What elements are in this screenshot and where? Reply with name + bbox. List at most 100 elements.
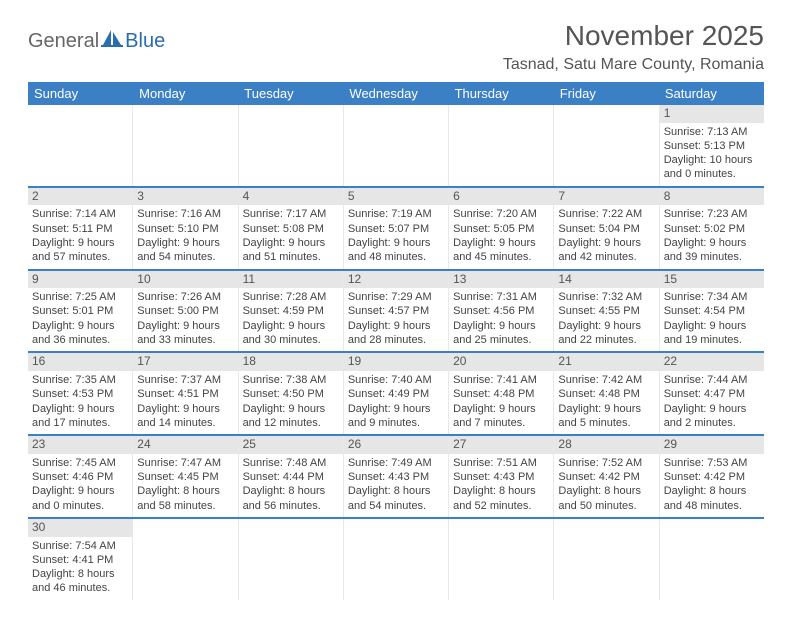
sunrise-text: Sunrise: 7:48 AM	[243, 456, 339, 470]
day-cell: 20Sunrise: 7:41 AMSunset: 4:48 PMDayligh…	[449, 353, 554, 434]
sunrise-text: Sunrise: 7:23 AM	[664, 207, 760, 221]
sunrise-text: Sunrise: 7:19 AM	[348, 207, 444, 221]
sunrise-text: Sunrise: 7:41 AM	[453, 373, 549, 387]
daylight-text: Daylight: 8 hours and 54 minutes.	[348, 484, 444, 513]
day-cell-empty	[133, 519, 238, 600]
day-cell: 28Sunrise: 7:52 AMSunset: 4:42 PMDayligh…	[554, 436, 659, 517]
day-number: 25	[239, 436, 343, 454]
day-number: 10	[133, 271, 237, 289]
week-row: 23Sunrise: 7:45 AMSunset: 4:46 PMDayligh…	[28, 436, 764, 519]
sunrise-text: Sunrise: 7:37 AM	[137, 373, 233, 387]
weekday-friday: Friday	[554, 82, 659, 105]
sunset-text: Sunset: 5:00 PM	[137, 304, 233, 318]
day-cell: 1 Sunrise: 7:13 AMSunset: 5:13 PMDaylight…	[660, 105, 764, 186]
daylight-text: Daylight: 9 hours and 17 minutes.	[32, 402, 128, 431]
sunrise-text: Sunrise: 7:14 AM	[32, 207, 128, 221]
sunset-text: Sunset: 4:45 PM	[137, 470, 233, 484]
logo-text-blue: Blue	[125, 30, 165, 53]
day-cell: 29Sunrise: 7:53 AMSunset: 4:42 PMDayligh…	[660, 436, 764, 517]
day-cell: 16Sunrise: 7:35 AMSunset: 4:53 PMDayligh…	[28, 353, 133, 434]
day-cell: 27Sunrise: 7:51 AMSunset: 4:43 PMDayligh…	[449, 436, 554, 517]
day-cell: 30Sunrise: 7:54 AMSunset: 4:41 PMDayligh…	[28, 519, 133, 600]
header: General Blue November 2025 Tasnad, Satu …	[28, 20, 764, 74]
month-title: November 2025	[503, 20, 764, 52]
sunset-text: Sunset: 4:43 PM	[348, 470, 444, 484]
sunset-text: Sunset: 5:13 PM	[664, 139, 760, 153]
sunset-text: Sunset: 5:10 PM	[137, 222, 233, 236]
day-cell: 4Sunrise: 7:17 AMSunset: 5:08 PMDaylight…	[239, 188, 344, 269]
day-number: 1	[660, 105, 764, 123]
weekday-wednesday: Wednesday	[343, 82, 448, 105]
day-number: 2	[28, 188, 132, 206]
daylight-text: Daylight: 9 hours and 9 minutes.	[348, 402, 444, 431]
daylight-text: Daylight: 9 hours and 2 minutes.	[664, 402, 760, 431]
title-block: November 2025 Tasnad, Satu Mare County, …	[503, 20, 764, 74]
weekday-saturday: Saturday	[659, 82, 764, 105]
sunset-text: Sunset: 4:49 PM	[348, 387, 444, 401]
sunset-text: Sunset: 5:04 PM	[558, 222, 654, 236]
daylight-text: Daylight: 8 hours and 52 minutes.	[453, 484, 549, 513]
sunrise-text: Sunrise: 7:49 AM	[348, 456, 444, 470]
day-cell-empty	[28, 105, 133, 186]
weekday-sunday: Sunday	[28, 82, 133, 105]
day-cell-empty	[239, 105, 344, 186]
sunrise-text: Sunrise: 7:35 AM	[32, 373, 128, 387]
weekday-monday: Monday	[133, 82, 238, 105]
day-cell-empty	[554, 105, 659, 186]
day-number: 13	[449, 271, 553, 289]
daylight-text: Daylight: 9 hours and 5 minutes.	[558, 402, 654, 431]
week-row: 2Sunrise: 7:14 AMSunset: 5:11 PMDaylight…	[28, 188, 764, 271]
sunset-text: Sunset: 5:02 PM	[664, 222, 760, 236]
daylight-text: Daylight: 9 hours and 39 minutes.	[664, 236, 760, 265]
day-cell: 14Sunrise: 7:32 AMSunset: 4:55 PMDayligh…	[554, 271, 659, 352]
sunrise-text: Sunrise: 7:54 AM	[32, 539, 128, 553]
sunrise-text: Sunrise: 7:29 AM	[348, 290, 444, 304]
sunset-text: Sunset: 4:46 PM	[32, 470, 128, 484]
day-cell-empty	[344, 105, 449, 186]
day-number: 20	[449, 353, 553, 371]
day-number: 28	[554, 436, 658, 454]
day-cell-empty	[133, 105, 238, 186]
sunset-text: Sunset: 4:55 PM	[558, 304, 654, 318]
day-number: 12	[344, 271, 448, 289]
weeks-container: 1Sunrise: 7:13 AMSunset: 5:13 PMDaylight…	[28, 105, 764, 600]
sunrise-text: Sunrise: 7:13 AM	[664, 125, 760, 139]
day-cell: 3Sunrise: 7:16 AMSunset: 5:10 PMDaylight…	[133, 188, 238, 269]
sunrise-text: Sunrise: 7:32 AM	[558, 290, 654, 304]
sunset-text: Sunset: 5:08 PM	[243, 222, 339, 236]
daylight-text: Daylight: 10 hours and 0 minutes.	[664, 153, 760, 182]
day-number: 7	[554, 188, 658, 206]
sunrise-text: Sunrise: 7:52 AM	[558, 456, 654, 470]
day-number: 14	[554, 271, 658, 289]
week-row: 30Sunrise: 7:54 AMSunset: 4:41 PMDayligh…	[28, 519, 764, 600]
day-cell: 7Sunrise: 7:22 AMSunset: 5:04 PMDaylight…	[554, 188, 659, 269]
sunrise-text: Sunrise: 7:51 AM	[453, 456, 549, 470]
sunset-text: Sunset: 5:07 PM	[348, 222, 444, 236]
day-number: 11	[239, 271, 343, 289]
location: Tasnad, Satu Mare County, Romania	[503, 56, 764, 74]
day-cell-empty	[449, 519, 554, 600]
logo-text-general: General	[28, 30, 99, 53]
calendar-page: General Blue November 2025 Tasnad, Satu …	[0, 0, 792, 620]
logo: General Blue	[28, 28, 165, 54]
sunrise-text: Sunrise: 7:45 AM	[32, 456, 128, 470]
day-cell-empty	[554, 519, 659, 600]
daylight-text: Daylight: 9 hours and 33 minutes.	[137, 319, 233, 348]
sunrise-text: Sunrise: 7:22 AM	[558, 207, 654, 221]
week-row: 1 Sunrise: 7:13 AMSunset: 5:13 PMDaylight…	[28, 105, 764, 188]
day-number: 3	[133, 188, 237, 206]
day-cell: 22Sunrise: 7:44 AMSunset: 4:47 PMDayligh…	[660, 353, 764, 434]
day-number: 8	[660, 188, 764, 206]
sunrise-text: Sunrise: 7:20 AM	[453, 207, 549, 221]
daylight-text: Daylight: 9 hours and 54 minutes.	[137, 236, 233, 265]
day-cell-empty	[344, 519, 449, 600]
day-cell: 18Sunrise: 7:38 AMSunset: 4:50 PMDayligh…	[239, 353, 344, 434]
daylight-text: Daylight: 9 hours and 36 minutes.	[32, 319, 128, 348]
sunset-text: Sunset: 4:59 PM	[243, 304, 339, 318]
day-number: 24	[133, 436, 237, 454]
daylight-text: Daylight: 9 hours and 28 minutes.	[348, 319, 444, 348]
day-cell: 6Sunrise: 7:20 AMSunset: 5:05 PMDaylight…	[449, 188, 554, 269]
day-cell: 24Sunrise: 7:47 AMSunset: 4:45 PMDayligh…	[133, 436, 238, 517]
day-number: 6	[449, 188, 553, 206]
sunset-text: Sunset: 4:48 PM	[558, 387, 654, 401]
